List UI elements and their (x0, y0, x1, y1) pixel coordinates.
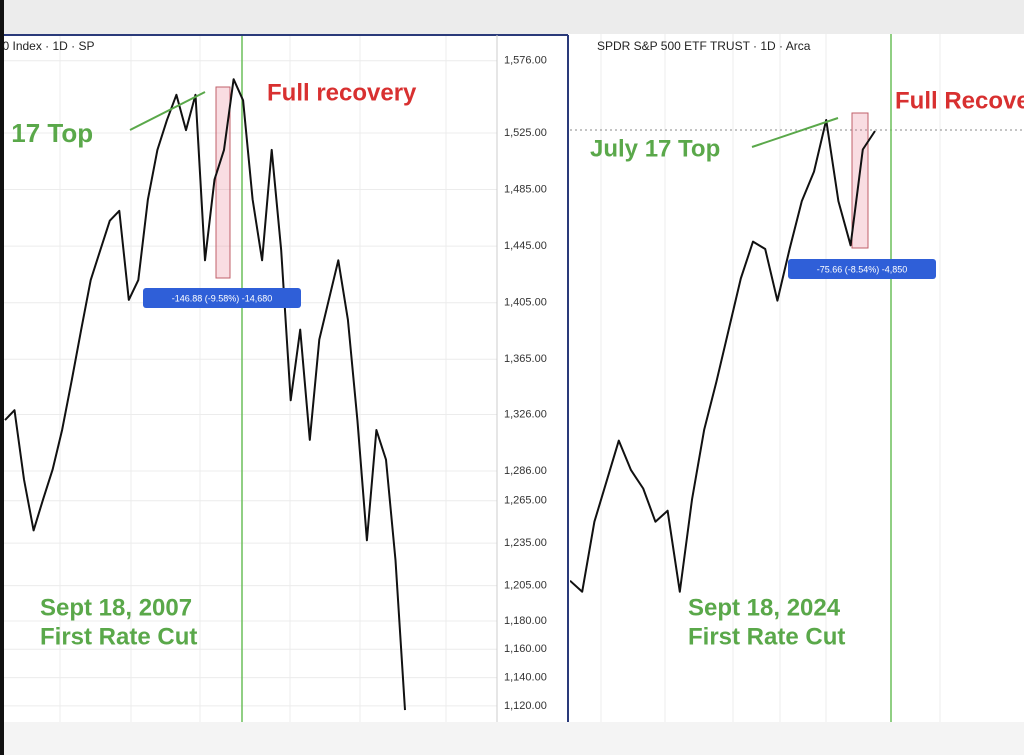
y-tick-label: 1,205.00 (504, 580, 547, 592)
annotation: Full recovery (267, 79, 417, 106)
y-tick-label: 1,445.00 (504, 240, 547, 252)
measure-label: -146.88 (-9.58%) -14,680 (172, 293, 273, 303)
edge (0, 0, 4, 755)
y-tick-label: 1,180.00 (504, 615, 547, 627)
annotation: Full Recovery (895, 87, 1024, 114)
arrow (751, 117, 839, 148)
annotation: First Rate Cut (688, 623, 845, 650)
y-tick-label: 1,286.00 (504, 465, 547, 477)
y-tick-label: 1,120.00 (504, 700, 547, 712)
y-tick-label: 1,525.00 (504, 127, 547, 139)
y-tick-label: 1,235.00 (504, 537, 547, 549)
plot: -146.88 (-9.58%) -14,680 July 17 Top Full … (0, 34, 497, 722)
top-strip (0, 0, 1024, 34)
measure-label: -75.66 (-8.54%) -4,850 (817, 264, 908, 274)
plot: -75.66 (-8.54%) -4,850 July 17 Top Full Re… (570, 34, 1024, 722)
annotation: Sept 18, 2007 (40, 594, 192, 621)
y-tick-label: 1,326.00 (504, 408, 547, 420)
chart-title: SPDR S&P 500 ETF TRUST · 1D · Arca (597, 39, 811, 53)
measure-box (788, 259, 936, 279)
arrow (129, 91, 206, 131)
y-tick-label: 1,265.00 (504, 495, 547, 507)
y-tick-label: 1,365.00 (504, 353, 547, 365)
y-tick-label: 1,576.00 (504, 55, 547, 67)
annotation: First Rate Cut (40, 623, 197, 650)
bottom-strip (0, 722, 1024, 755)
left-chart: -146.88 (-9.58%) -14,680 July 17 Top Full … (0, 34, 569, 722)
y-tick-label: 1,140.00 (504, 671, 547, 683)
right-chart: -75.66 (-8.54%) -4,850 July 17 Top Full Re… (570, 34, 1024, 722)
measure-box (143, 288, 301, 308)
y-tick-label: 1,405.00 (504, 297, 547, 309)
annotation: July 17 Top (0, 118, 93, 148)
price-line-series (4, 78, 406, 711)
price-line-series (570, 119, 876, 593)
y-tick-label: 1,485.00 (504, 183, 547, 195)
chart-title: S&P 500 Index · 1D · SP (0, 39, 95, 53)
y-tick-label: 1,160.00 (504, 643, 547, 655)
range-box (851, 112, 869, 249)
annotation: Sept 18, 2024 (688, 594, 841, 621)
annotation: July 17 Top (590, 135, 720, 162)
